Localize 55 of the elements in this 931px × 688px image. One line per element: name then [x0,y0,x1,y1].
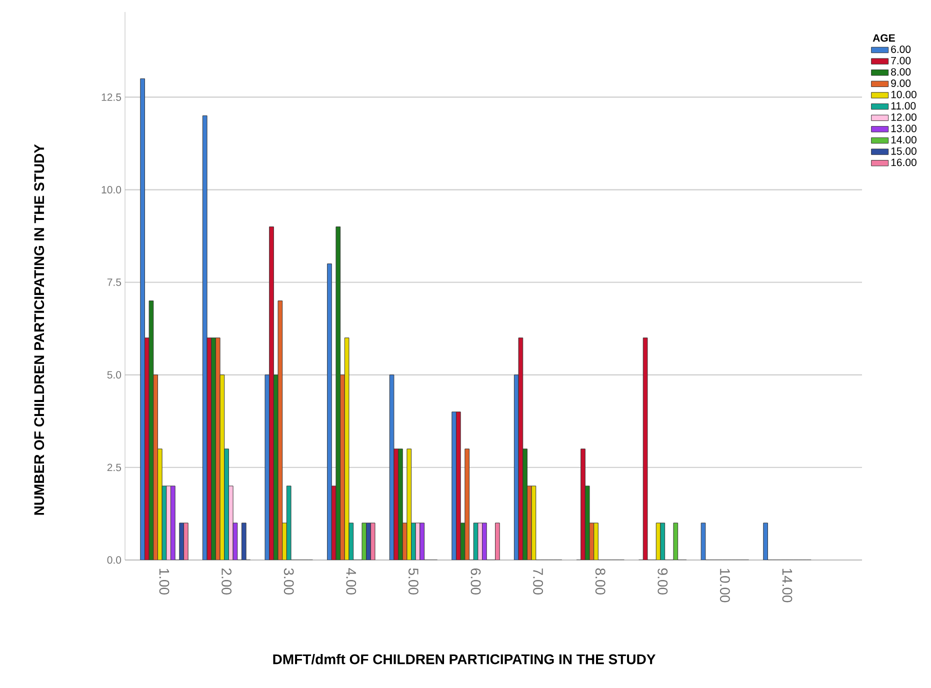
legend-title: AGE [872,34,895,42]
bar [184,522,188,560]
y-tick-label: 7.5 [107,278,122,286]
bar [482,522,487,560]
legend-label: 6.00 [891,46,911,54]
bar [166,486,172,560]
legend-label: 9.00 [891,80,911,87]
legend-label: 16.00 [891,158,916,166]
bar [522,448,528,560]
bar [153,374,158,560]
bar [478,522,483,560]
y-tick-label: 0.0 [107,556,122,564]
legend-label: 10.00 [891,90,916,98]
legend-label: 12.00 [891,113,916,121]
bar [398,448,403,560]
x-axis-title: DMFT/dmft OF CHILDREN PARTICIPATING IN THE STUDY [273,654,656,664]
x-tick-label: 4.00 [346,568,356,594]
bar [170,486,176,560]
bar [366,522,371,560]
x-tick-label: 8.00 [595,568,606,594]
bar [140,78,145,560]
bar [340,374,345,560]
bar [594,522,598,560]
y-axis-title: NUMBER OF CHILDREN PARTICIPATING IN THE STUDY [34,144,44,515]
y-tick-label: 10.0 [102,186,122,194]
legend-label: 7.00 [891,56,911,64]
bar [269,226,274,560]
legend-label: 13.00 [891,124,916,132]
bar [411,522,416,560]
y-tick-label: 2.5 [107,464,122,472]
bar [224,448,229,560]
bar [327,264,332,560]
bar [282,522,287,560]
bar [211,338,216,560]
x-tick-label: 1.00 [159,568,170,594]
x-tick-label: 2.00 [222,568,232,594]
bar [157,448,162,560]
x-tick-label: 14.00 [782,568,792,602]
bar [452,412,456,560]
x-tick-label: 3.00 [284,568,294,594]
x-tick-label: 9.00 [658,568,668,594]
legend-label: 11.00 [891,102,916,110]
bar [464,448,470,560]
x-tick-label: 6.00 [470,568,481,594]
legend-label: 8.00 [891,68,911,76]
bar [580,448,586,560]
legend-label: 14.00 [891,136,916,144]
x-tick-label: 5.00 [408,568,418,594]
bar [495,522,500,560]
x-tick-label: 10.00 [720,568,730,602]
y-tick-label: 12.5 [102,93,122,101]
legend-label: 15.00 [891,147,916,155]
x-tick-label: 7.00 [533,568,544,594]
y-tick-label: 5.0 [107,371,122,379]
bar [763,522,768,560]
